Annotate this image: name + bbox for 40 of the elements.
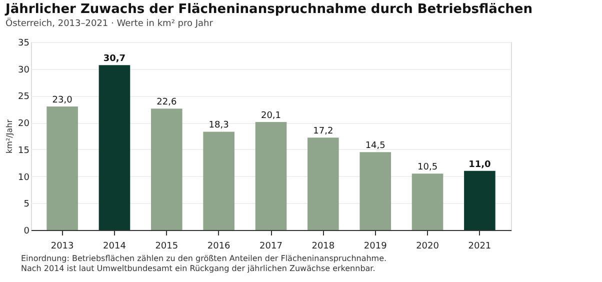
y-tick-label: 30 [18,65,30,76]
y-tick-label: 35 [18,38,30,48]
data-label: 14,5 [365,141,386,152]
bar [360,152,391,230]
data-label: 20,1 [260,111,282,122]
x-tick-label: 2020 [416,242,440,252]
bar [308,138,339,230]
x-tick-label: 2017 [260,242,282,252]
x-tick-label: 2021 [468,242,492,252]
data-label: 11,0 [468,160,491,170]
x-tick-label: 2014 [103,242,126,252]
data-label: 23,0 [52,95,73,106]
bar [203,132,234,230]
data-label: 10,5 [418,162,438,173]
bar [464,170,496,230]
y-tick-label: 0 [24,226,30,236]
x-tick-label: 2016 [207,242,231,252]
bar [98,65,130,230]
data-label: 17,2 [313,126,334,137]
y-tick-label: 15 [18,146,30,156]
chart-subtitle: Österreich, 2013–2021 · Werte in km² pro Jahr [6,17,214,29]
bar [46,106,78,230]
y-tick-label: 20 [18,119,30,130]
bar [255,122,287,230]
x-tick-label: 2018 [312,242,335,252]
chart-title: Jährlicher Zuwachs der Flächeninanspruchnahme durch Betriebsflächen [4,2,532,17]
x-tick-label: 2015 [155,242,178,252]
x-tick-label: 2013 [50,242,74,252]
y-tick-label: 25 [18,92,30,102]
x-tick-label: 2019 [364,242,388,252]
text: Nach 2014 ist laut Umweltbundesamt ein Rückgang der jährlichen Zuwächse erkennbar. [21,264,376,273]
data-label: 22,6 [156,98,177,108]
data-label: 18,3 [208,120,229,131]
y-tick-label: 5 [24,200,30,210]
text: Einordnung: Betriebsflächen zählen zu den größten Anteilen der Flächeninanspruchnahme. [21,254,387,263]
y-tick-label: 10 [18,172,30,183]
y-axis-title: km²/Jahr [5,118,14,154]
data-label: 30,7 [103,54,126,64]
bar [412,174,444,230]
bar [151,108,182,230]
